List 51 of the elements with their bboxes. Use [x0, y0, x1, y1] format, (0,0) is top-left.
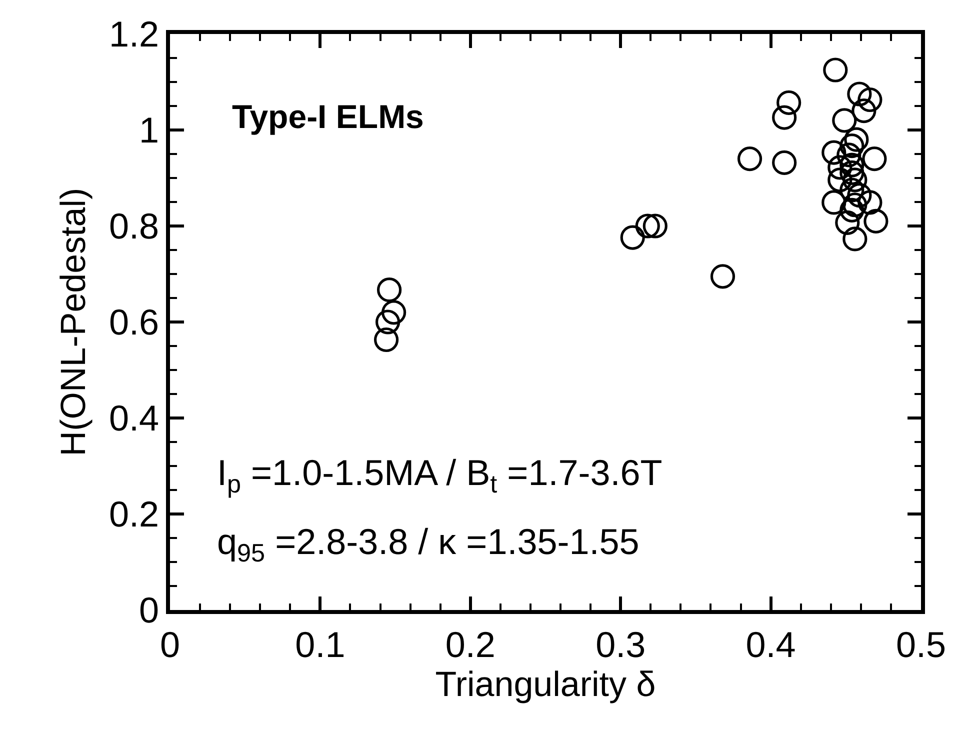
y-tick-label: 1	[139, 110, 160, 151]
point	[840, 134, 864, 158]
x-tick-label: 0.5	[896, 624, 946, 665]
point	[852, 98, 876, 124]
point	[382, 300, 406, 325]
point	[822, 190, 846, 215]
annotation: Type-I ELMs	[232, 98, 424, 135]
point	[776, 90, 802, 115]
point	[832, 108, 857, 133]
y-tick-label: 1.2	[109, 14, 160, 55]
point	[772, 105, 797, 130]
point	[828, 168, 852, 192]
x-tick-label: 0.2	[445, 624, 496, 665]
point	[840, 198, 864, 222]
point	[844, 127, 869, 152]
point	[836, 142, 862, 168]
y-tick-label: 0	[139, 590, 160, 631]
point	[710, 264, 736, 289]
point	[642, 214, 668, 238]
point	[828, 155, 852, 180]
x-tick-label: 0.4	[746, 624, 796, 665]
point	[862, 146, 887, 172]
y-tick-label: 0.6	[109, 302, 160, 343]
point	[864, 208, 888, 234]
point	[620, 225, 645, 250]
point	[635, 214, 660, 238]
y-tick-label: 0.4	[109, 398, 160, 439]
x-tick-label: 0.1	[295, 624, 346, 665]
point	[822, 140, 846, 165]
point	[847, 182, 872, 208]
point	[842, 226, 868, 252]
annotation: I$_{p}$ =1.0-1.5MA / B$_{t}$ =1.7-3.6T	[217, 452, 662, 499]
point	[847, 82, 872, 106]
point	[374, 327, 399, 352]
x-axis-title: Triangularity δ	[435, 664, 656, 704]
point	[377, 278, 402, 302]
point	[858, 190, 882, 215]
x-tick-label: 0.3	[596, 624, 646, 665]
point	[835, 210, 860, 235]
point	[823, 58, 848, 82]
y-axis-title: H(ONL-Pedestal)	[54, 188, 93, 456]
point	[858, 87, 882, 112]
point	[376, 310, 400, 334]
point	[842, 192, 868, 218]
point	[842, 168, 868, 192]
point	[772, 150, 797, 175]
point	[737, 146, 762, 172]
annotation: q$_{95}$ =2.8-3.8 / κ =1.35-1.55	[217, 521, 640, 568]
y-tick-label: 0.8	[109, 206, 160, 247]
y-tick-label: 0.2	[109, 494, 160, 535]
point	[840, 160, 864, 186]
